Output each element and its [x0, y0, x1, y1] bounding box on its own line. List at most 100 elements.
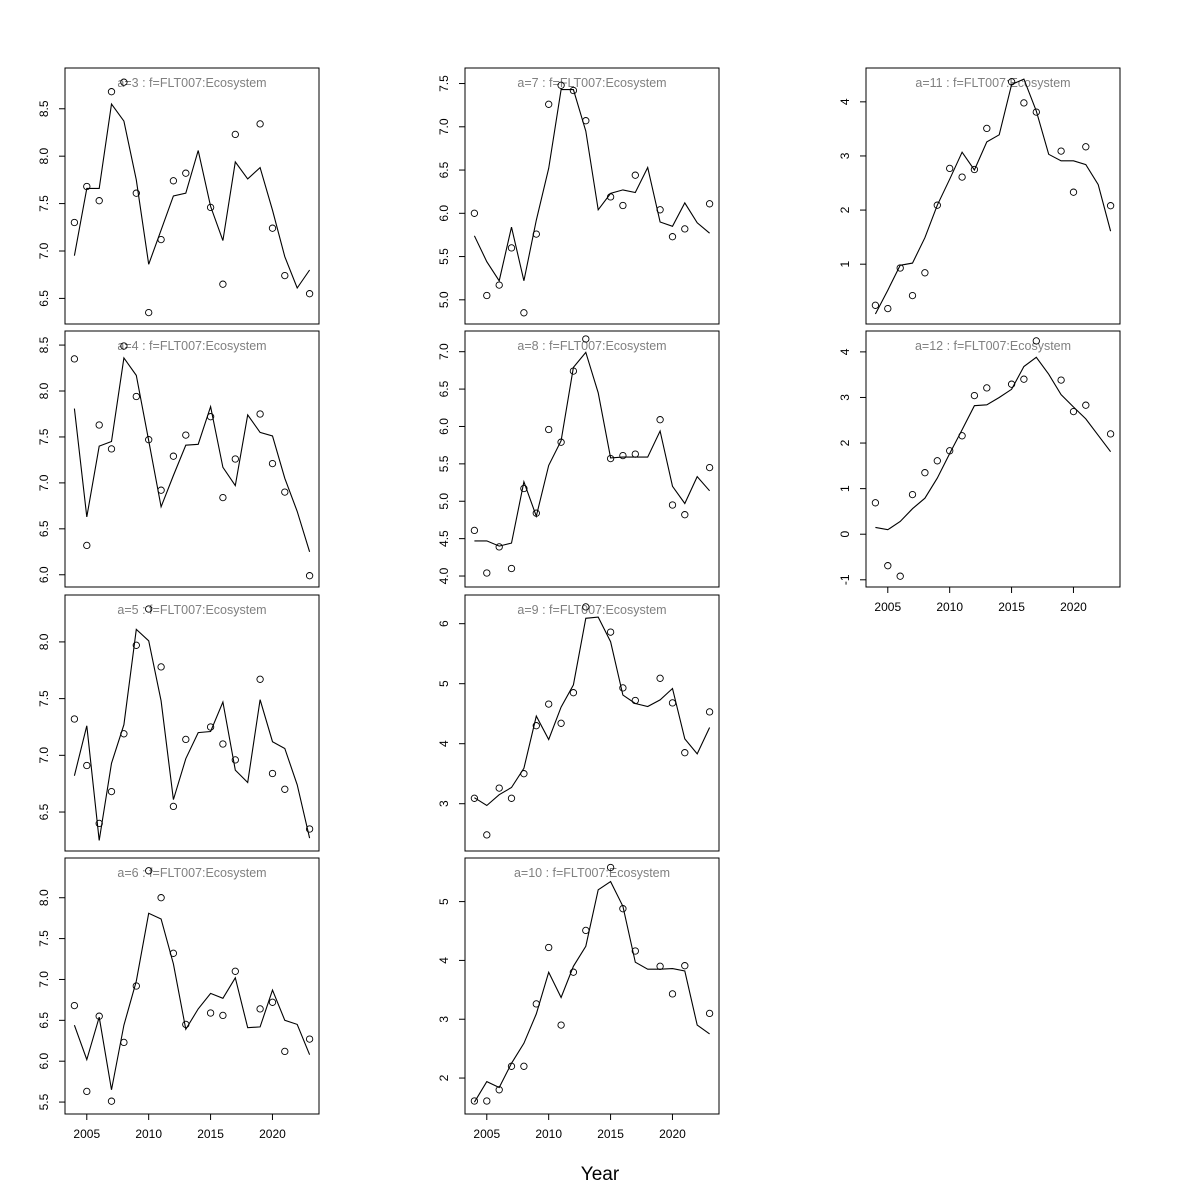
observed-point: [206, 413, 215, 421]
panel-title: a=8 : f=FLT007:Ecosystem: [517, 339, 666, 353]
observed-point: [619, 201, 627, 210]
data-marks: [73, 912, 311, 1090]
y-tick-label: 5.5: [437, 455, 451, 472]
observed-point: [569, 86, 578, 95]
observed-point: [933, 201, 941, 209]
observed-point: [1032, 108, 1040, 116]
observed-point: [231, 455, 239, 463]
plot-frame: [64, 594, 320, 852]
y-tick-label: -1: [838, 574, 852, 585]
x-tick-label: 2010: [535, 1127, 562, 1141]
observed-point: [157, 663, 165, 671]
fitted-line: [874, 78, 1112, 315]
observed-point: [619, 451, 627, 460]
x-tick-label: 2015: [998, 600, 1025, 614]
y-tick-label: 2: [437, 1074, 451, 1081]
observed-point: [132, 189, 140, 197]
observed-point: [908, 291, 917, 300]
observed-point: [182, 735, 190, 744]
observed-point: [206, 1009, 215, 1017]
observed-point: [668, 501, 677, 509]
observed-point: [256, 410, 264, 418]
y-tick-label: 4.0: [437, 567, 451, 584]
observed-point: [107, 787, 116, 796]
observed-point: [132, 392, 140, 401]
observed-point: [1057, 376, 1065, 384]
observed-point: [470, 209, 479, 217]
y-tick-label: 5.5: [437, 248, 451, 265]
observed-point: [206, 723, 215, 731]
observed-point: [557, 719, 565, 727]
figure-x-axis-label: Year: [581, 1164, 620, 1185]
observed-point: [169, 177, 178, 185]
observed-point: [83, 182, 91, 191]
data-marks: [473, 89, 710, 283]
observed-point: [256, 120, 264, 128]
observed-point: [281, 785, 289, 793]
observed-point: [908, 490, 917, 499]
observed-point: [532, 230, 540, 238]
observed-point: [483, 831, 491, 839]
y-tick-label: 3: [437, 800, 451, 807]
panel-a12: a=12 : f=FLT007:Ecosystem -1 0 1 2 3 4 2005 2010…: [838, 330, 1121, 614]
x-tick-label: 2020: [659, 1127, 686, 1141]
fitted-line: [73, 102, 311, 290]
y-tick-label: 6.5: [37, 290, 51, 307]
observed-point: [169, 452, 178, 460]
observed-point: [1020, 99, 1028, 107]
observed-point: [970, 391, 979, 400]
observed-point: [120, 1038, 128, 1047]
observed-point: [483, 291, 491, 300]
y-tick-label: 4.5: [437, 530, 451, 547]
y-tick-label: 7.5: [37, 195, 51, 212]
data-marks: [73, 628, 311, 841]
observed-point: [83, 541, 91, 550]
observed-point: [681, 749, 689, 757]
observed-point: [470, 794, 479, 802]
observed-point: [1082, 143, 1090, 151]
y-tick-label: 4: [838, 348, 852, 355]
observed-point: [1020, 375, 1028, 383]
observed-point: [705, 463, 714, 472]
observed-point: [157, 894, 165, 902]
plot-frame: [64, 857, 320, 1115]
observed-point: [532, 509, 540, 517]
observed-point: [933, 457, 941, 465]
y-tick-label: 6.0: [437, 418, 451, 435]
fitted-line: [73, 912, 311, 1090]
observed-point: [157, 235, 165, 244]
observed-point: [95, 1012, 103, 1020]
observed-point: [631, 947, 639, 955]
plot-frame: [64, 330, 320, 588]
y-tick-label: 7.0: [37, 747, 51, 764]
observed-point: [520, 309, 528, 317]
plot-frame: [865, 67, 1121, 325]
y-tick-label: 2: [838, 206, 852, 213]
observed-point: [95, 819, 103, 828]
observed-point: [483, 1097, 491, 1105]
observed-point: [256, 675, 264, 683]
observed-point: [495, 784, 503, 792]
y-tick-label: 6.5: [437, 161, 451, 178]
panel-a3: a=3 : f=FLT007:Ecosystem 6.5 7.0 7.5 8.0 8.5: [37, 67, 320, 325]
data-marks: [874, 78, 1112, 315]
data-marks: [73, 102, 311, 290]
y-tick-label: 6.0: [37, 1053, 51, 1070]
observed-point: [705, 708, 714, 716]
observed-point: [470, 1097, 479, 1105]
observed-point: [921, 469, 929, 477]
observed-point: [495, 543, 503, 551]
observed-point: [705, 200, 714, 208]
fitted-line: [473, 880, 710, 1103]
plot-frame: [865, 330, 1121, 588]
observed-point: [132, 641, 140, 649]
observed-point: [1106, 430, 1115, 438]
y-tick-label: 5.0: [437, 291, 451, 308]
observed-point: [520, 770, 528, 778]
observed-point: [219, 280, 227, 288]
observed-point: [631, 450, 639, 458]
observed-point: [1106, 202, 1115, 210]
observed-point: [606, 193, 615, 201]
y-tick-label: 8.0: [37, 889, 51, 906]
